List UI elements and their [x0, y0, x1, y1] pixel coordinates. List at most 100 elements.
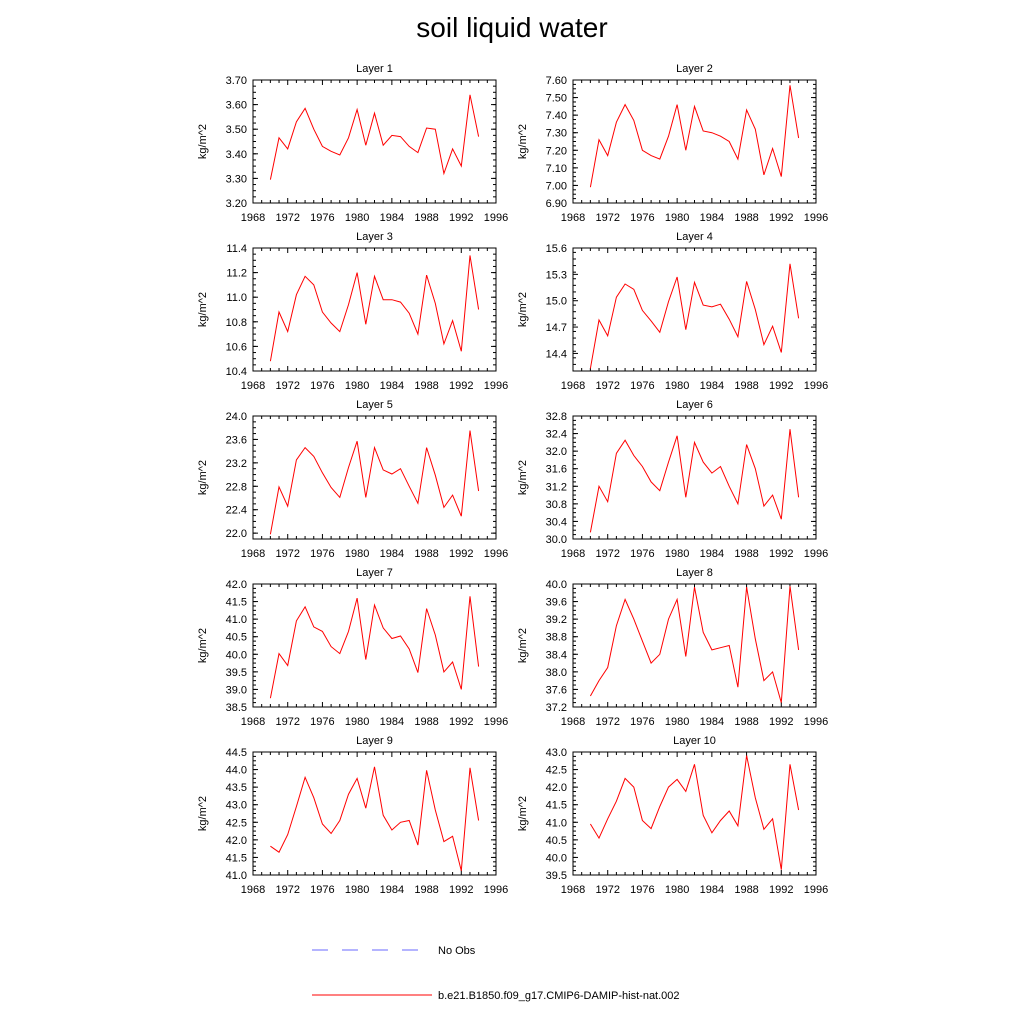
chart-panel-3: Layer 3 kg/m^2 1968 1972 1976 1980 1984 1988 199… [197, 231, 508, 392]
x-tick-label: 1992 [769, 716, 793, 728]
x-tick-label: 1996 [804, 380, 828, 392]
chart-title: Layer 6 [676, 399, 713, 411]
y-axis-label: kg/m^2 [517, 628, 529, 663]
y-tick-label: 39.5 [546, 870, 567, 882]
chart-title: Layer 4 [676, 231, 713, 243]
series-line [270, 766, 480, 871]
x-tick-label: 1972 [275, 884, 299, 896]
x-tick-label: 1984 [380, 212, 404, 224]
x-tick-label: 1992 [769, 212, 793, 224]
y-tick-label: 23.2 [226, 458, 247, 470]
x-tick-label: 1968 [561, 212, 585, 224]
series-line [269, 94, 480, 180]
x-tick-label: 1980 [345, 884, 369, 896]
y-tick-label: 3.70 [226, 75, 247, 87]
y-tick-label: 42.5 [226, 817, 247, 829]
x-tick-label: 1996 [484, 212, 508, 224]
y-tick-label: 41.0 [546, 817, 567, 829]
y-tick-label: 10.6 [226, 341, 247, 353]
page-title: soil liquid water [416, 12, 608, 43]
x-tick-label: 1976 [630, 548, 654, 560]
chart-panel-7: Layer 7 kg/m^2 1968 1972 1976 1980 1984 1988 199… [197, 567, 508, 728]
y-tick-label: 37.6 [546, 684, 567, 696]
y-tick-label: 43.0 [226, 800, 247, 812]
x-tick-label: 1980 [345, 380, 369, 392]
y-tick-label: 41.5 [546, 800, 567, 812]
plot-frame [252, 79, 497, 204]
x-tick-label: 1980 [345, 548, 369, 560]
y-tick-label: 7.60 [546, 75, 567, 87]
x-tick-label: 1968 [241, 212, 265, 224]
x-tick-label: 1968 [561, 716, 585, 728]
y-axis-label: kg/m^2 [197, 124, 209, 159]
y-tick-label: 3.40 [226, 149, 247, 161]
series-line [589, 755, 800, 870]
chart-title: Layer 7 [356, 567, 393, 579]
y-tick-label: 38.8 [546, 632, 567, 644]
plot-frame [572, 247, 817, 372]
y-tick-label: 42.5 [546, 765, 567, 777]
plot-frame [252, 751, 497, 876]
x-tick-label: 1976 [630, 380, 654, 392]
y-axis-label: kg/m^2 [517, 292, 529, 327]
x-tick-label: 1980 [345, 212, 369, 224]
y-tick-label: 40.0 [546, 852, 567, 864]
y-tick-label: 43.5 [226, 782, 247, 794]
x-tick-label: 1976 [630, 212, 654, 224]
plot-frame [252, 415, 497, 540]
x-tick-label: 1992 [769, 884, 793, 896]
chart-title: Layer 8 [676, 567, 713, 579]
chart-panel-5: Layer 5 kg/m^2 1968 1972 1976 1980 1984 1988 199… [197, 399, 508, 560]
y-tick-label: 37.2 [546, 702, 567, 714]
y-tick-label: 38.5 [226, 702, 247, 714]
x-tick-label: 1988 [734, 548, 758, 560]
chart-panel-8: Layer 8 kg/m^2 1968 1972 1976 1980 1984 1988 199… [517, 567, 828, 728]
x-tick-label: 1968 [561, 380, 585, 392]
y-tick-label: 3.60 [226, 100, 247, 112]
x-tick-label: 1992 [449, 380, 473, 392]
y-tick-label: 30.4 [546, 516, 567, 528]
y-tick-label: 31.2 [546, 481, 567, 493]
series-line [589, 85, 800, 188]
y-tick-label: 15.6 [546, 243, 567, 255]
y-tick-label: 32.8 [546, 411, 567, 423]
x-tick-label: 1976 [310, 380, 334, 392]
chart-title: Layer 10 [673, 735, 716, 747]
plot-frame [572, 583, 817, 708]
y-tick-label: 38.4 [546, 649, 567, 661]
x-tick-label: 1996 [484, 548, 508, 560]
x-tick-label: 1976 [630, 884, 654, 896]
plot-frame [252, 247, 497, 372]
chart-title: Layer 3 [356, 231, 393, 243]
x-tick-label: 1988 [414, 380, 438, 392]
x-tick-label: 1988 [734, 716, 758, 728]
chart-title: Layer 1 [356, 63, 393, 75]
x-tick-label: 1980 [345, 716, 369, 728]
y-tick-label: 41.5 [226, 852, 247, 864]
y-tick-label: 39.2 [546, 614, 567, 626]
y-tick-label: 40.0 [226, 649, 247, 661]
chart-panel-1: Layer 1 kg/m^2 1968 1972 1976 1980 1984 1988 199… [197, 63, 508, 224]
y-tick-label: 7.50 [546, 93, 567, 105]
series-line [589, 586, 800, 703]
chart-panel-9: Layer 9 kg/m^2 1968 1972 1976 1980 1984 1988 199… [197, 735, 508, 896]
plot-frame [252, 583, 497, 708]
y-tick-label: 3.30 [226, 173, 247, 185]
x-tick-label: 1992 [769, 548, 793, 560]
y-axis-label: kg/m^2 [197, 796, 209, 831]
x-tick-label: 1988 [414, 884, 438, 896]
y-tick-label: 7.30 [546, 128, 567, 140]
y-axis-label: kg/m^2 [517, 460, 529, 495]
plot-frame [572, 415, 817, 540]
y-axis-label: kg/m^2 [517, 124, 529, 159]
x-tick-label: 1992 [449, 884, 473, 896]
x-tick-label: 1980 [665, 716, 689, 728]
y-tick-label: 24.0 [226, 411, 247, 423]
y-tick-label: 14.4 [546, 348, 567, 360]
y-tick-label: 3.50 [226, 124, 247, 136]
x-tick-label: 1984 [700, 380, 724, 392]
plot-frame [572, 79, 817, 204]
chart-panel-4: Layer 4 kg/m^2 1968 1972 1976 1980 1984 1988 199… [517, 231, 828, 392]
chart-title: Layer 9 [356, 735, 393, 747]
x-tick-label: 1968 [561, 548, 585, 560]
